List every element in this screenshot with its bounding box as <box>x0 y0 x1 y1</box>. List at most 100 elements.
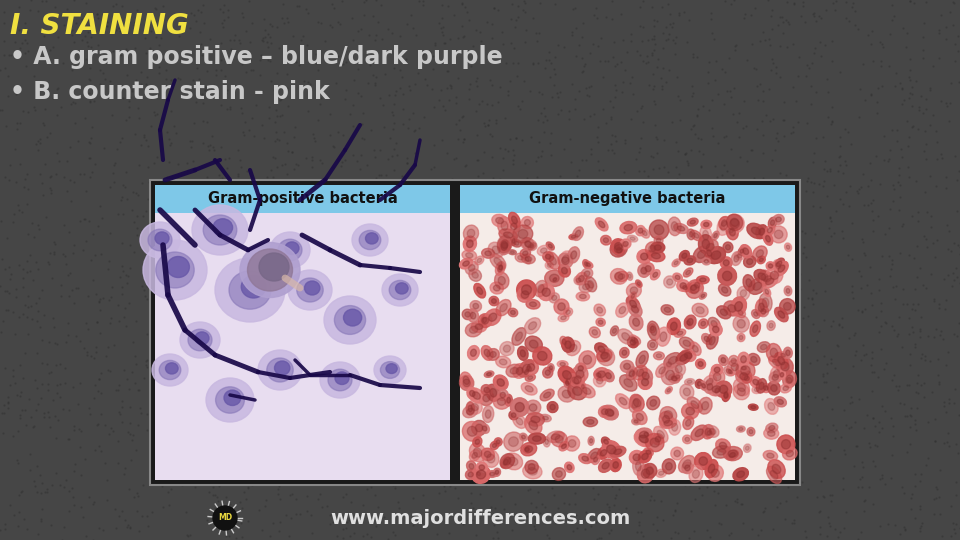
Ellipse shape <box>719 385 728 393</box>
Ellipse shape <box>701 220 711 229</box>
Ellipse shape <box>734 302 742 311</box>
Ellipse shape <box>551 434 560 440</box>
Ellipse shape <box>471 321 487 332</box>
Ellipse shape <box>466 261 478 274</box>
Ellipse shape <box>520 442 537 456</box>
Ellipse shape <box>529 421 538 430</box>
Ellipse shape <box>547 402 558 413</box>
Ellipse shape <box>562 444 566 449</box>
Ellipse shape <box>631 337 635 341</box>
Ellipse shape <box>774 397 786 407</box>
Ellipse shape <box>558 386 575 402</box>
Ellipse shape <box>507 397 511 403</box>
Ellipse shape <box>736 426 745 432</box>
Ellipse shape <box>619 348 629 358</box>
Ellipse shape <box>558 253 573 268</box>
Ellipse shape <box>509 457 517 465</box>
Ellipse shape <box>555 436 564 443</box>
Ellipse shape <box>758 228 764 235</box>
Ellipse shape <box>526 300 540 309</box>
Ellipse shape <box>684 315 696 329</box>
Ellipse shape <box>578 366 584 371</box>
Ellipse shape <box>769 356 784 369</box>
Ellipse shape <box>259 253 289 281</box>
Ellipse shape <box>572 227 584 240</box>
Ellipse shape <box>687 319 693 326</box>
Ellipse shape <box>667 318 681 335</box>
Ellipse shape <box>503 460 508 465</box>
Ellipse shape <box>702 258 710 265</box>
Ellipse shape <box>472 272 478 278</box>
Ellipse shape <box>724 394 729 398</box>
Ellipse shape <box>704 222 709 227</box>
Ellipse shape <box>512 413 516 417</box>
Ellipse shape <box>703 231 708 240</box>
Ellipse shape <box>627 366 636 379</box>
Ellipse shape <box>579 384 595 398</box>
Ellipse shape <box>492 214 507 227</box>
Ellipse shape <box>563 390 570 398</box>
Ellipse shape <box>468 229 475 238</box>
Ellipse shape <box>692 470 700 478</box>
Ellipse shape <box>525 386 533 392</box>
Ellipse shape <box>643 448 653 456</box>
Ellipse shape <box>672 373 683 381</box>
Ellipse shape <box>598 221 605 228</box>
Ellipse shape <box>512 328 526 345</box>
Ellipse shape <box>497 379 504 386</box>
Ellipse shape <box>698 397 712 414</box>
Ellipse shape <box>624 225 633 231</box>
Ellipse shape <box>491 441 499 450</box>
Ellipse shape <box>651 326 654 330</box>
Ellipse shape <box>508 308 517 317</box>
Ellipse shape <box>525 241 531 247</box>
Ellipse shape <box>723 242 732 253</box>
Ellipse shape <box>721 357 726 363</box>
Ellipse shape <box>641 430 651 438</box>
Ellipse shape <box>778 399 783 404</box>
Ellipse shape <box>741 366 750 375</box>
Ellipse shape <box>778 311 784 318</box>
Ellipse shape <box>533 347 552 365</box>
Ellipse shape <box>167 256 189 278</box>
Ellipse shape <box>601 352 611 361</box>
Ellipse shape <box>572 377 579 384</box>
Ellipse shape <box>683 435 692 444</box>
Ellipse shape <box>677 331 683 335</box>
Ellipse shape <box>681 349 696 361</box>
Ellipse shape <box>767 321 776 330</box>
Ellipse shape <box>670 322 677 330</box>
Ellipse shape <box>678 226 684 231</box>
Ellipse shape <box>768 460 785 478</box>
Ellipse shape <box>511 223 517 230</box>
Ellipse shape <box>684 340 690 346</box>
Ellipse shape <box>508 220 520 233</box>
Ellipse shape <box>614 242 622 250</box>
Ellipse shape <box>596 377 603 384</box>
Ellipse shape <box>285 242 299 254</box>
Ellipse shape <box>624 379 633 387</box>
Ellipse shape <box>636 433 652 446</box>
Ellipse shape <box>667 388 670 392</box>
Ellipse shape <box>765 225 775 235</box>
Ellipse shape <box>492 299 496 303</box>
Ellipse shape <box>568 374 583 387</box>
Ellipse shape <box>753 380 759 385</box>
Ellipse shape <box>772 464 780 474</box>
Ellipse shape <box>649 220 669 240</box>
Ellipse shape <box>482 248 494 258</box>
Ellipse shape <box>601 405 618 420</box>
Ellipse shape <box>470 301 482 312</box>
Ellipse shape <box>732 252 741 266</box>
Ellipse shape <box>712 231 719 240</box>
Ellipse shape <box>747 259 753 265</box>
Ellipse shape <box>482 317 489 324</box>
Ellipse shape <box>484 371 493 377</box>
Ellipse shape <box>764 276 771 282</box>
Ellipse shape <box>598 406 611 417</box>
Ellipse shape <box>693 233 699 238</box>
Ellipse shape <box>760 273 775 285</box>
Ellipse shape <box>762 298 769 307</box>
Ellipse shape <box>492 246 500 254</box>
Ellipse shape <box>493 468 500 476</box>
